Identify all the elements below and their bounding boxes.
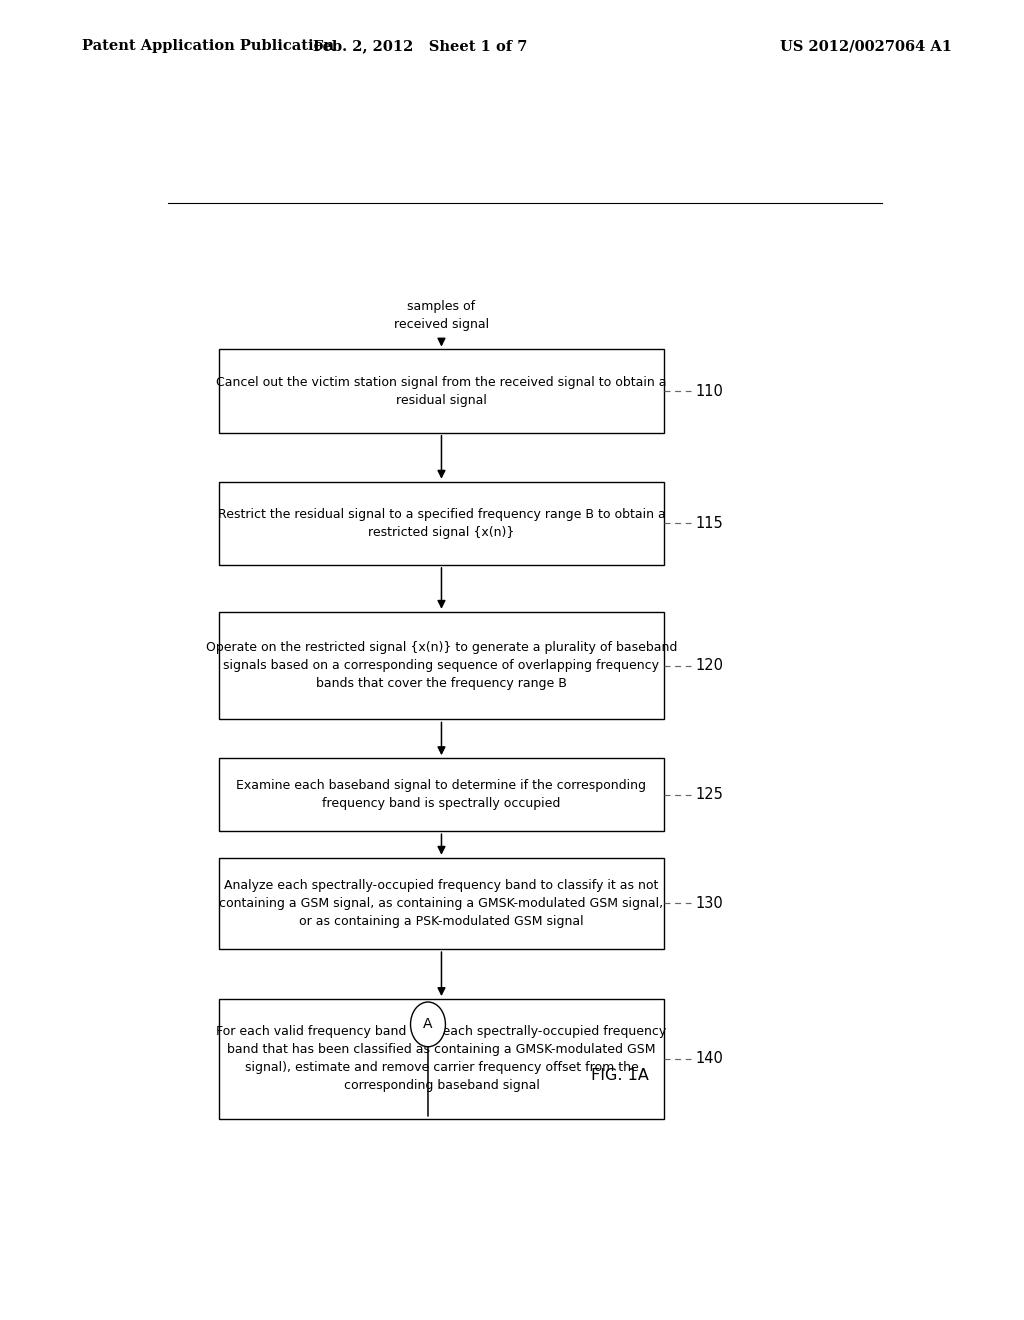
FancyBboxPatch shape	[219, 858, 664, 949]
FancyBboxPatch shape	[219, 350, 664, 433]
Text: Analyze each spectrally-occupied frequency band to classify it as not
containing: Analyze each spectrally-occupied frequen…	[219, 879, 664, 928]
Text: Restrict the residual signal to a specified frequency range B to obtain a
restri: Restrict the residual signal to a specif…	[217, 508, 666, 539]
FancyBboxPatch shape	[219, 758, 664, 832]
FancyBboxPatch shape	[219, 482, 664, 565]
Text: Examine each baseband signal to determine if the corresponding
frequency band is: Examine each baseband signal to determin…	[237, 779, 646, 810]
Text: 125: 125	[695, 787, 723, 803]
Text: Feb. 2, 2012   Sheet 1 of 7: Feb. 2, 2012 Sheet 1 of 7	[312, 40, 527, 53]
Text: 115: 115	[695, 516, 723, 531]
Text: 140: 140	[695, 1052, 723, 1067]
Text: A: A	[423, 1018, 433, 1031]
Text: 130: 130	[695, 896, 723, 911]
Circle shape	[411, 1002, 445, 1047]
Text: Patent Application Publication: Patent Application Publication	[82, 40, 334, 53]
Text: 110: 110	[695, 384, 723, 399]
Text: Cancel out the victim station signal from the received signal to obtain a
residu: Cancel out the victim station signal fro…	[216, 376, 667, 407]
Text: Operate on the restricted signal {x(n)} to generate a plurality of baseband
sign: Operate on the restricted signal {x(n)} …	[206, 642, 677, 690]
FancyBboxPatch shape	[219, 611, 664, 719]
Text: samples of
received signal: samples of received signal	[394, 301, 489, 331]
Text: 120: 120	[695, 659, 723, 673]
Text: US 2012/0027064 A1: US 2012/0027064 A1	[780, 40, 952, 53]
Text: FIG. 1A: FIG. 1A	[591, 1068, 649, 1082]
Text: For each valid frequency band (i.e., each spectrally-occupied frequency
band tha: For each valid frequency band (i.e., eac…	[216, 1026, 667, 1093]
FancyBboxPatch shape	[219, 999, 664, 1119]
